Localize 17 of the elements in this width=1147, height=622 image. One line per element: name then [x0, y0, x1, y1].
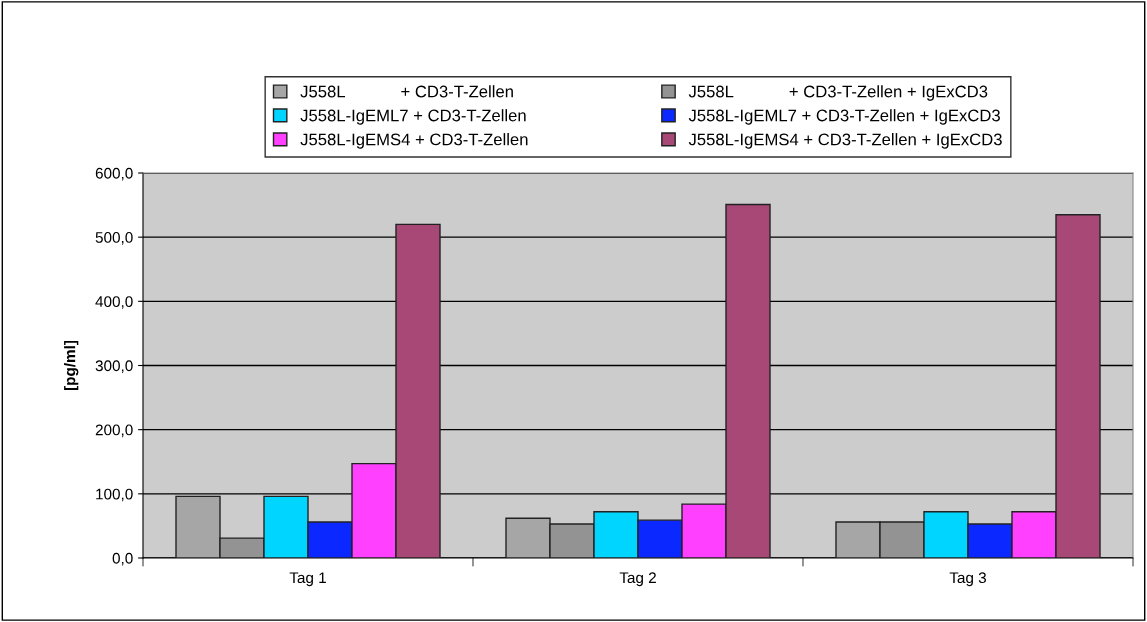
legend-label: J558L + CD3-T-Zellen + IgExCD3 — [688, 85, 988, 101]
x-tick-label: Tag 2 — [619, 572, 656, 587]
x-tick-label: Tag 3 — [949, 572, 987, 587]
y-tick-label: 200,0 — [95, 424, 133, 438]
legend-label: J558L-IgEML7 + CD3-T-Zellen + IgExCD3 — [688, 109, 1000, 125]
y-tick-label: 400,0 — [95, 296, 133, 309]
legend-label: J558L-IgEMS4 + CD3-T-Zellen — [300, 133, 528, 149]
y-tick-label: 500,0 — [95, 232, 133, 245]
legend-label: J558L + CD3-T-Zellen — [300, 85, 513, 98]
y-tick-label: 100,0 — [96, 488, 133, 502]
legend-label: J558L-IgEML7 + CD3-T-Zellen — [300, 109, 526, 125]
x-tick-label: Tag 1 — [289, 572, 326, 587]
y-tick-label: 600,0 — [95, 167, 133, 181]
y-tick-label: 300,0 — [95, 360, 133, 373]
y-axis-title: [pg/ml] — [64, 340, 79, 391]
y-tick-label: 0,0 — [112, 552, 133, 566]
legend-label: J558L-IgEMS4 + CD3-T-Zellen + IgExCD3 — [688, 133, 1002, 149]
